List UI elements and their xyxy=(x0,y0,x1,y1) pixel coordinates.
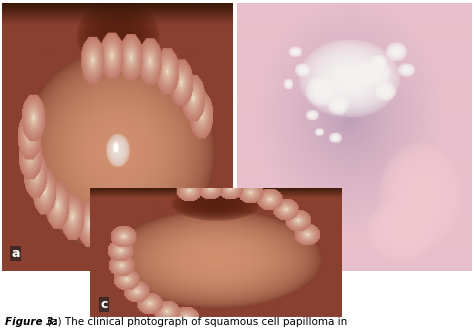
Text: (a) The clinical photograph of squamous cell papilloma in: (a) The clinical photograph of squamous … xyxy=(44,317,347,327)
Text: b: b xyxy=(246,247,255,260)
Text: c: c xyxy=(100,298,108,311)
Text: a: a xyxy=(11,247,20,260)
Text: Figure 3:: Figure 3: xyxy=(5,317,57,327)
